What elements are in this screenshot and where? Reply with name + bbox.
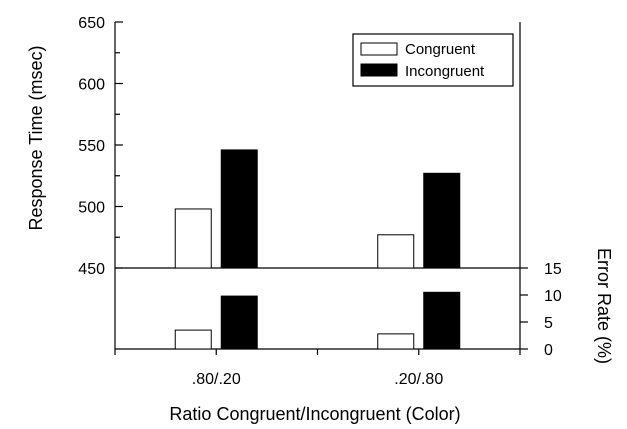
- y-axis-title-response-time: Response Time (msec): [26, 45, 46, 230]
- chart-marks: 450 500 550 600 650 0 5 10 15 .80/.20 .20/.80: [78, 15, 562, 388]
- rt-tick-label-550: 550: [78, 138, 105, 155]
- x-tick-label-2: .20/.80: [394, 371, 443, 388]
- rt-bar-congruent-2: [377, 234, 415, 269]
- rt-bar-incongruent-2: [423, 172, 461, 269]
- err-tick-label-5: 5: [544, 315, 553, 332]
- y-axis-title-error-rate: Error Rate (%): [594, 248, 614, 364]
- rt-bar-congruent-1: [174, 208, 212, 269]
- err-bar-incongruent-2: [423, 291, 461, 350]
- err-bar-congruent-1: [174, 329, 212, 350]
- x-axis-title: Ratio Congruent/Incongruent (Color): [169, 404, 460, 424]
- legend-swatch-incongruent: [360, 63, 398, 77]
- rt-tick-label-600: 600: [78, 77, 105, 94]
- legend-label-congruent: Congruent: [405, 41, 476, 58]
- err-tick-label-15: 15: [544, 261, 562, 278]
- rt-tick-label-650: 650: [78, 15, 105, 32]
- legend-label-incongruent: Incongruent: [405, 63, 485, 80]
- rt-bar-incongruent-1: [220, 149, 258, 269]
- err-bar-incongruent-1: [220, 295, 258, 350]
- err-bar-congruent-2: [377, 333, 415, 350]
- err-tick-label-10: 10: [544, 288, 562, 305]
- rt-tick-label-450: 450: [78, 261, 105, 278]
- x-tick-label-1: .80/.20: [192, 371, 241, 388]
- err-tick-label-0: 0: [544, 342, 553, 359]
- rt-tick-label-500: 500: [78, 200, 105, 217]
- legend-swatch-congruent: [360, 42, 398, 56]
- legend: Congruent Incongruent: [352, 33, 514, 87]
